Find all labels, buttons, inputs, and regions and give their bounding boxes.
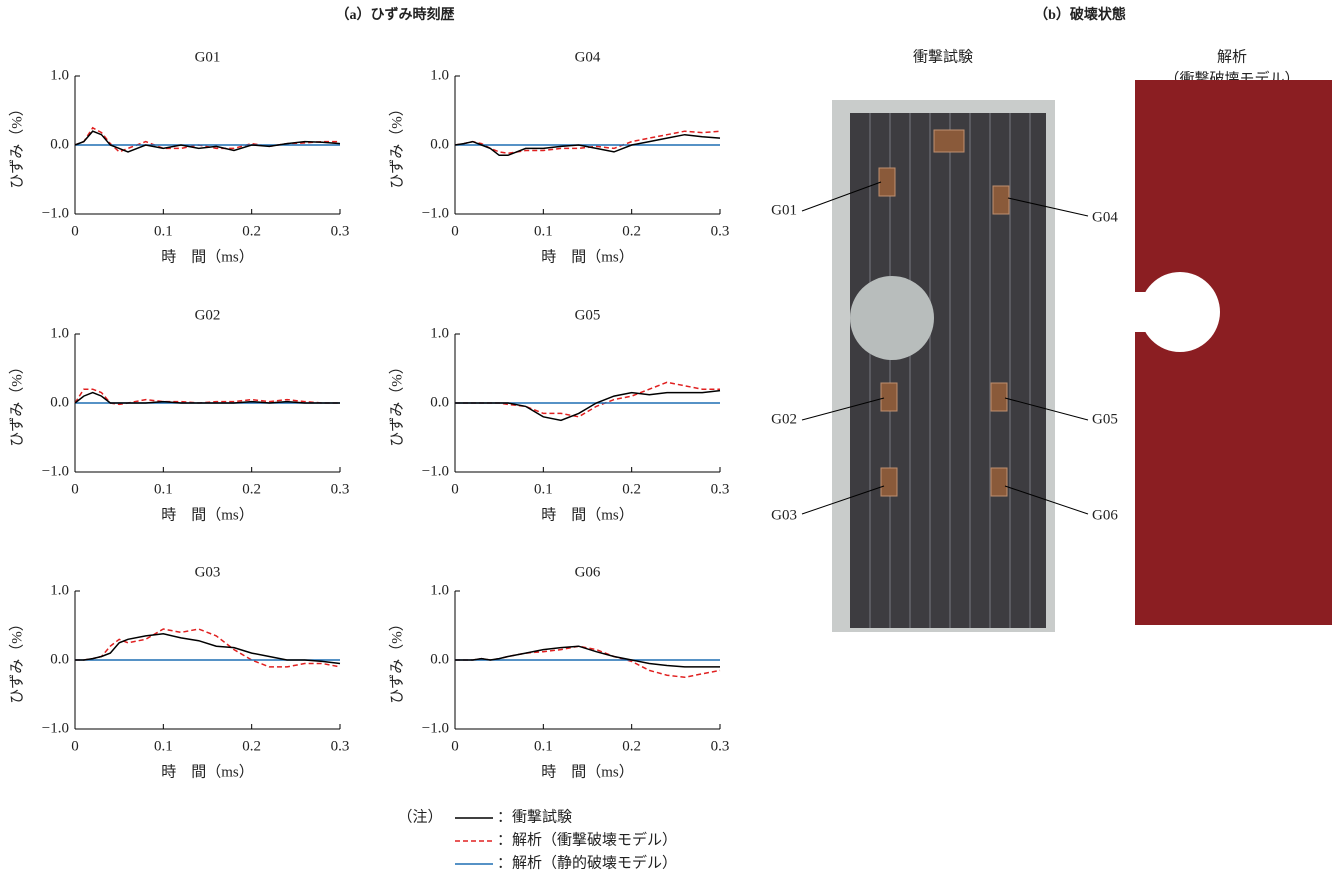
y-tick-label: 0.0 (50, 394, 69, 410)
series-line (455, 646, 720, 667)
series-line (75, 128, 340, 152)
y-tick-label: 1.0 (50, 582, 69, 598)
x-tick-label: 0.3 (331, 223, 350, 239)
y-axis-label: ひずみ（%） (8, 101, 25, 189)
series-line (75, 131, 340, 152)
y-tick-label: 1.0 (50, 325, 69, 341)
y-axis-label: ひずみ（%） (8, 616, 25, 704)
x-tick-label: 0 (71, 223, 79, 239)
x-tick-label: 0 (71, 481, 79, 497)
series-line (455, 391, 720, 421)
chart-title: G02 (195, 307, 221, 323)
y-tick-label: 1.0 (430, 582, 449, 598)
x-tick-label: 0 (71, 738, 79, 754)
y-tick-label: 0.0 (50, 651, 69, 667)
gauge-label: G06 (1092, 507, 1118, 523)
chart-title: G04 (575, 49, 601, 65)
x-tick-label: 0.1 (534, 481, 553, 497)
x-tick-label: 0.1 (534, 738, 553, 754)
gauge-label: G01 (771, 202, 797, 218)
panel-b-title: （b）破壊状態 (1034, 6, 1126, 23)
y-tick-label: −1.0 (42, 720, 69, 736)
photo-label: 衝撃試験 (913, 48, 973, 65)
legend-label: （注） (397, 808, 442, 825)
x-tick-label: 0.2 (242, 738, 261, 754)
x-axis-label: 時 間（ms） (161, 763, 254, 780)
legend-entry: ：解析（静的破壊モデル） (497, 853, 677, 871)
x-tick-label: 0.3 (711, 738, 730, 754)
gauge-label: G05 (1092, 411, 1118, 427)
x-axis-label: 時 間（ms） (161, 248, 254, 265)
panel-a-title: （a）ひずみ時刻歴 (336, 6, 455, 23)
gauge-label: G04 (1092, 209, 1118, 225)
y-tick-label: 0.0 (430, 651, 449, 667)
chart-title: G03 (195, 564, 221, 580)
x-tick-label: 0 (451, 223, 459, 239)
x-tick-label: 0.3 (331, 481, 350, 497)
y-tick-label: −1.0 (42, 205, 69, 221)
y-tick-label: −1.0 (422, 463, 449, 479)
y-tick-label: −1.0 (422, 720, 449, 736)
legend-entry: ：解析（衝撃破壊モデル） (497, 830, 677, 848)
x-tick-label: 0.3 (711, 481, 730, 497)
x-tick-label: 0.2 (242, 223, 261, 239)
y-tick-label: 0.0 (430, 136, 449, 152)
x-tick-label: 0 (451, 481, 459, 497)
x-tick-label: 0.2 (242, 481, 261, 497)
x-tick-label: 0.1 (534, 223, 553, 239)
series-line (75, 634, 340, 664)
x-tick-label: 0.3 (331, 738, 350, 754)
series-line (75, 393, 340, 403)
y-tick-label: 1.0 (430, 67, 449, 83)
chart-title: G05 (575, 307, 601, 323)
chart-title: G01 (195, 49, 221, 65)
model-label: 解析 (1217, 48, 1247, 65)
y-tick-label: 0.0 (50, 136, 69, 152)
chart-title: G06 (575, 564, 601, 580)
x-tick-label: 0 (451, 738, 459, 754)
gauge-label: G03 (771, 507, 797, 523)
x-tick-label: 0.1 (154, 481, 173, 497)
x-tick-label: 0.1 (154, 738, 173, 754)
y-axis-label: ひずみ（%） (388, 101, 405, 189)
x-axis-label: 時 間（ms） (161, 506, 254, 523)
x-axis-label: 時 間（ms） (541, 763, 634, 780)
x-axis-label: 時 間（ms） (541, 506, 634, 523)
x-tick-label: 0.2 (622, 223, 641, 239)
y-tick-label: 1.0 (430, 325, 449, 341)
series-line (455, 646, 720, 677)
y-axis-label: ひずみ（%） (388, 359, 405, 447)
y-tick-label: 0.0 (430, 394, 449, 410)
x-tick-label: 0.2 (622, 738, 641, 754)
x-tick-label: 0.3 (711, 223, 730, 239)
x-axis-label: 時 間（ms） (541, 248, 634, 265)
gauge-label: G02 (771, 411, 797, 427)
legend-entry: ：衝撃試験 (497, 808, 572, 825)
y-axis-label: ひずみ（%） (8, 359, 25, 447)
y-tick-label: 1.0 (50, 67, 69, 83)
y-tick-label: −1.0 (422, 205, 449, 221)
x-tick-label: 0.2 (622, 481, 641, 497)
y-tick-label: −1.0 (42, 463, 69, 479)
x-tick-label: 0.1 (154, 223, 173, 239)
specimen-photo (832, 100, 1055, 632)
series-line (455, 131, 720, 153)
model-image (1135, 80, 1332, 625)
series-line (455, 382, 720, 417)
y-axis-label: ひずみ（%） (388, 616, 405, 704)
figure: （a）ひずみ時刻歴 （b）破壊状態 衝撃試験 解析 （衝撃破壊モデル） G01G… (0, 0, 1334, 875)
